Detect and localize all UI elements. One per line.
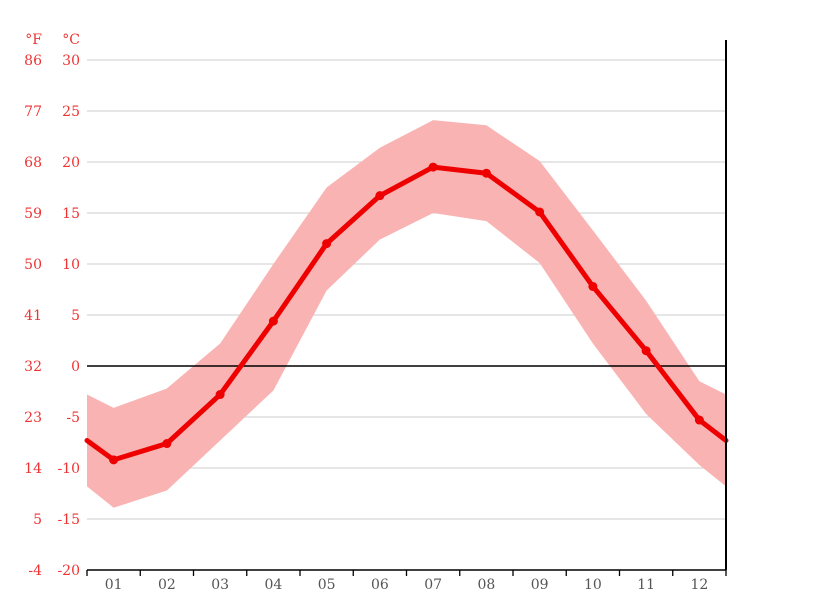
c-tick-label: -15 xyxy=(57,512,80,528)
x-tick-label: 01 xyxy=(105,577,123,593)
f-tick-label: 68 xyxy=(24,155,42,171)
fahrenheit-unit-header: °F xyxy=(25,32,42,48)
data-point-12 xyxy=(694,415,704,425)
data-point-07 xyxy=(428,162,438,172)
x-tick-label: 05 xyxy=(318,577,336,593)
mean-temperature-line xyxy=(84,164,729,463)
x-tick-label: 12 xyxy=(690,577,708,593)
f-tick-label: 59 xyxy=(24,206,42,222)
c-tick-label: 15 xyxy=(62,206,80,222)
celsius-unit-header: °C xyxy=(62,32,80,48)
f-tick-label: 77 xyxy=(24,104,42,120)
c-tick-label: -5 xyxy=(66,410,80,426)
c-tick-label: 0 xyxy=(71,359,80,375)
f-tick-label: 14 xyxy=(24,461,42,477)
c-tick-label: -20 xyxy=(57,563,80,579)
f-tick-label: 32 xyxy=(24,359,42,375)
f-tick-label: 23 xyxy=(24,410,42,426)
data-point-09 xyxy=(535,207,545,217)
x-tick-label: 04 xyxy=(264,577,282,593)
x-tick-label: 10 xyxy=(584,577,602,593)
c-tick-label: -10 xyxy=(57,461,80,477)
temperature-range-band xyxy=(87,120,726,508)
x-tick-label: 09 xyxy=(531,577,549,593)
data-point-08 xyxy=(481,168,491,178)
f-tick-label: 50 xyxy=(24,257,42,273)
data-point-11 xyxy=(641,346,651,356)
f-tick-label: 41 xyxy=(24,308,42,324)
c-tick-label: 30 xyxy=(62,53,80,69)
x-tick-label: 07 xyxy=(424,577,442,593)
data-point-04 xyxy=(268,316,278,326)
data-point-01 xyxy=(109,455,119,465)
c-tick-label: 25 xyxy=(62,104,80,120)
c-tick-label: 10 xyxy=(62,257,80,273)
x-tick-label: 08 xyxy=(477,577,495,593)
c-tick-label: 20 xyxy=(62,155,80,171)
f-tick-label: -4 xyxy=(28,563,42,579)
data-point-02 xyxy=(162,439,172,449)
data-point-10 xyxy=(588,281,598,291)
f-tick-label: 86 xyxy=(24,53,42,69)
data-point-05 xyxy=(322,239,332,249)
x-tick-label: 11 xyxy=(637,577,655,593)
data-point-06 xyxy=(375,191,385,201)
x-tick-label: 02 xyxy=(158,577,176,593)
c-tick-label: 5 xyxy=(71,308,80,324)
data-point-03 xyxy=(215,390,225,400)
x-tick-label: 06 xyxy=(371,577,389,593)
x-tick-label: 03 xyxy=(211,577,229,593)
f-tick-label: 5 xyxy=(33,512,42,528)
